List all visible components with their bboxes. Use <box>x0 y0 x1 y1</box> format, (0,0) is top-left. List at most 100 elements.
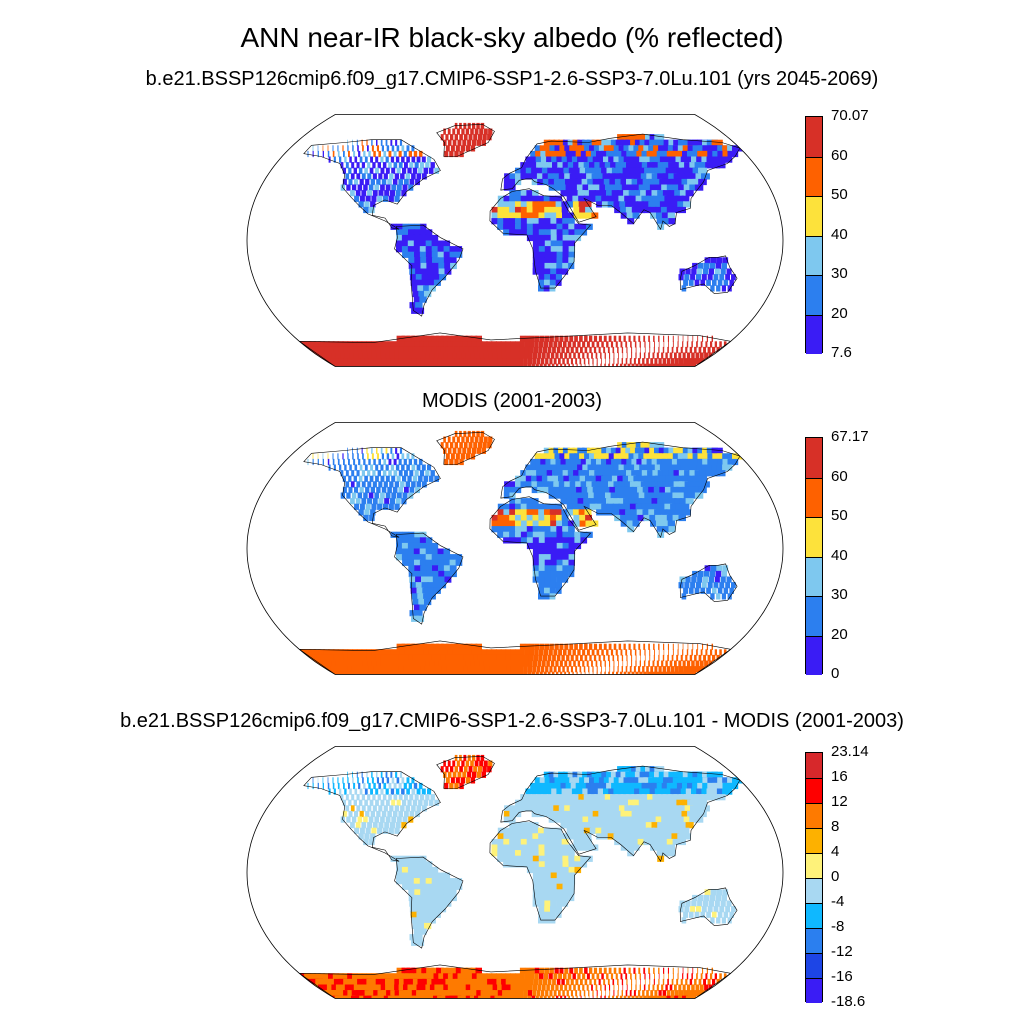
land-cell <box>368 150 371 158</box>
land-cell <box>416 939 425 946</box>
land-cell <box>606 822 614 829</box>
land-cell <box>520 526 528 533</box>
land-cell <box>388 162 392 169</box>
land-cell <box>711 643 713 650</box>
land-cell <box>584 346 588 354</box>
land-cell <box>612 995 614 999</box>
land-cell <box>367 453 369 460</box>
land-cell <box>528 654 534 662</box>
land-cell <box>549 279 556 286</box>
land-cell <box>408 150 412 158</box>
land-cell <box>582 464 590 471</box>
land-cell <box>698 799 708 806</box>
land-cell <box>380 788 384 795</box>
land-cell <box>393 470 398 477</box>
colorbar-label: 60 <box>831 146 848 164</box>
land-cell <box>408 262 416 270</box>
land-cell <box>649 492 658 499</box>
land-cell <box>503 514 510 522</box>
figure-title: ANN near-IR black-sky albedo (% reflecte… <box>240 22 784 53</box>
land-cell <box>603 453 612 460</box>
land-cell <box>347 771 348 778</box>
land-cell <box>572 139 580 146</box>
land-cell <box>638 167 647 174</box>
land-cell <box>707 274 713 281</box>
land-cell <box>597 788 606 795</box>
land-cell <box>641 782 651 790</box>
land-cell <box>655 492 664 499</box>
land-cell <box>368 458 371 466</box>
land-cell <box>689 162 699 169</box>
land-cell <box>625 649 628 656</box>
land-cell <box>672 492 681 499</box>
land-cell <box>344 464 347 471</box>
land-cell <box>454 754 458 762</box>
land-cell <box>550 582 557 589</box>
land-cell <box>371 777 374 784</box>
land-cell <box>472 122 476 130</box>
land-cell <box>544 453 551 460</box>
land-cell <box>538 906 545 913</box>
land-cell <box>585 844 593 851</box>
land-cell <box>719 582 725 589</box>
land-cell <box>393 150 397 158</box>
land-cell <box>502 358 508 365</box>
land-cell <box>556 844 563 851</box>
land-cell <box>665 799 675 806</box>
land-cell <box>662 805 671 812</box>
land-cell <box>471 771 477 778</box>
land-cell <box>429 660 439 667</box>
land-cell <box>471 447 477 454</box>
land-cell <box>503 195 510 202</box>
land-cell <box>574 866 582 874</box>
land-cell <box>347 447 348 454</box>
land-cell <box>544 911 551 918</box>
land-cell <box>677 967 679 974</box>
land-cell <box>626 442 636 449</box>
land-cell <box>585 475 593 482</box>
land-cell <box>550 576 557 583</box>
land-cell <box>376 139 378 146</box>
land-cell <box>385 771 388 778</box>
land-cell <box>642 666 645 673</box>
land-cell <box>564 984 568 991</box>
land-cell <box>421 268 428 275</box>
land-cell <box>538 246 546 253</box>
land-cell <box>411 335 420 342</box>
land-cell <box>339 788 342 795</box>
land-cell <box>691 900 697 907</box>
land-cell <box>582 447 590 454</box>
land-cell <box>609 660 611 667</box>
land-cell <box>710 162 721 169</box>
land-cell <box>619 201 627 208</box>
land-cell <box>457 363 466 367</box>
land-cell <box>447 760 451 767</box>
land-cell <box>635 671 639 675</box>
land-cell <box>653 346 655 354</box>
land-cell <box>398 150 402 158</box>
land-cell <box>703 570 710 578</box>
colorbar-swatch <box>806 753 822 778</box>
land-cell <box>367 498 372 505</box>
land-cell <box>609 352 611 359</box>
land-cell <box>420 894 428 902</box>
land-cell <box>665 352 668 359</box>
land-cell <box>378 190 384 197</box>
land-cell <box>465 453 471 460</box>
land-cell <box>536 167 543 174</box>
land-cell <box>515 190 522 197</box>
land-cell <box>396 234 403 242</box>
land-cell <box>434 352 443 359</box>
land-cell <box>510 995 516 999</box>
land-cell <box>545 990 549 997</box>
land-cell <box>381 453 384 460</box>
land-cell <box>409 934 418 941</box>
land-cell <box>519 643 526 650</box>
land-cell <box>520 537 528 544</box>
land-cell <box>441 643 449 650</box>
land-cell <box>535 995 539 999</box>
land-cell <box>631 995 635 999</box>
land-cell <box>549 358 553 365</box>
land-cell <box>615 341 618 348</box>
land-cell <box>431 251 439 258</box>
